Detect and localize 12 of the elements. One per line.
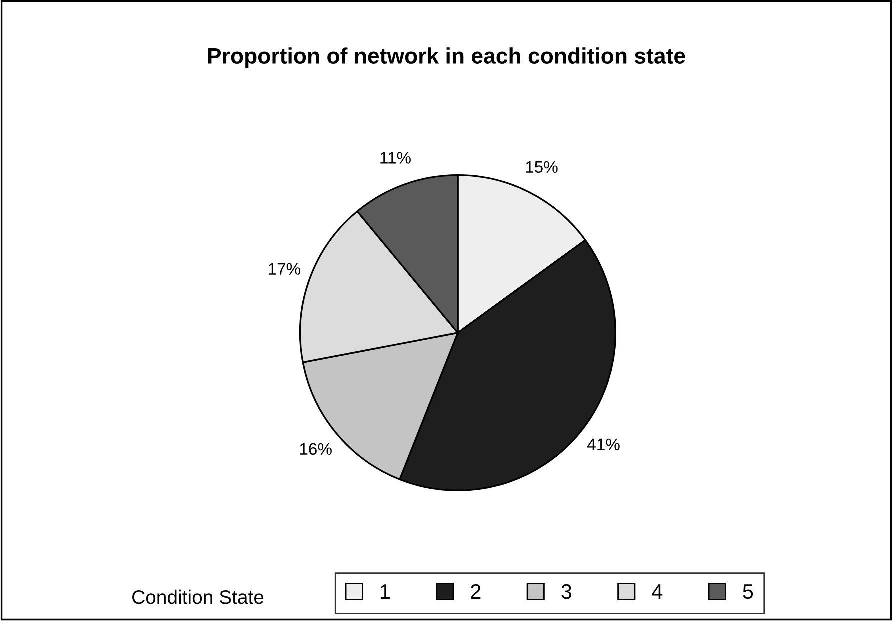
legend-label: 2 xyxy=(471,584,481,599)
data-label: 15% xyxy=(526,161,558,174)
data-label: 17% xyxy=(269,263,300,275)
data-label: 16% xyxy=(300,443,332,456)
data-label: 11% xyxy=(380,152,411,164)
legend-title: Condition State xyxy=(132,590,264,604)
data-label: 41% xyxy=(587,438,620,450)
legend-label: 4 xyxy=(652,584,663,599)
legend-label: 3 xyxy=(562,584,572,600)
legend-label: 5 xyxy=(743,584,754,600)
chart-title: Proportion of network in each condition state xyxy=(208,48,686,68)
legend-label: 1 xyxy=(380,584,390,599)
